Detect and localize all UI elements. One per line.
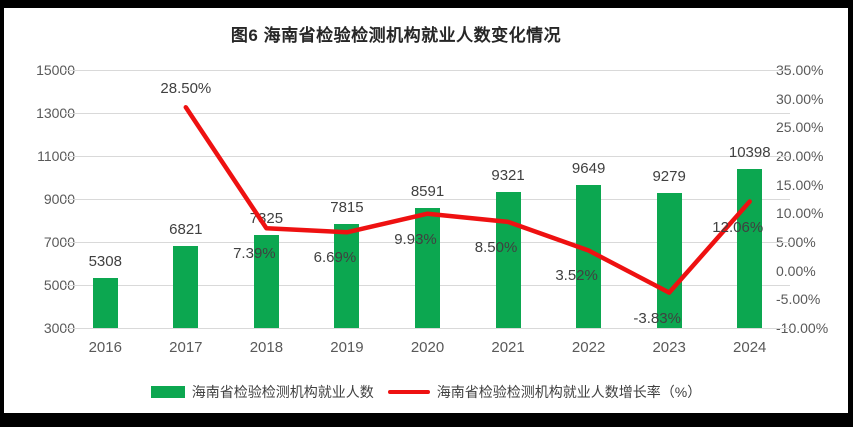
bar-value-label: 8591 (410, 182, 445, 200)
bar-value-label: 7815 (330, 199, 364, 217)
y-axis-right-tick: 35.00% (776, 62, 824, 78)
x-axis-label: 2024 (733, 339, 767, 356)
line-value-label: 8.50% (474, 238, 518, 256)
line-value-label: 7.39% (233, 245, 276, 263)
y-axis-right-tick: 30.00% (776, 90, 824, 107)
gridline (65, 328, 790, 329)
plot-area: 5308 6821 7325 7815 8591 9321 9649 9279 10398 28.… (65, 70, 790, 329)
bar-2018 (253, 235, 279, 328)
legend-label-growth-rate: 海南省检验检测机构就业人数增长率（%） (436, 384, 702, 400)
bar-value-label: 9649 (571, 160, 606, 178)
line-value-label: 28.50% (160, 80, 212, 98)
bar-2019 (334, 224, 360, 328)
gridline (65, 70, 790, 71)
bar-2016 (92, 278, 118, 328)
line-value-label: 6.69% (313, 249, 357, 267)
x-axis-label: 2017 (169, 339, 203, 356)
bar-2017 (173, 245, 199, 328)
bar-value-label: 5308 (88, 253, 122, 271)
y-axis-right-tick: 15.00% (776, 176, 824, 193)
y-axis-right-tick: -10.00% (776, 320, 829, 336)
legend-item-employment: 海南省检验检测机构就业人数 (150, 382, 374, 402)
x-axis-label: 2022 (571, 339, 606, 356)
line-value-label: -3.83% (633, 309, 681, 327)
chart-figure: 图6 海南省检验检测机构就业人数变化情况 15000 13000 11000 9000… (4, 8, 848, 413)
gridline (65, 156, 790, 157)
bar-value-label: 9279 (652, 168, 686, 185)
x-axis-label: 2021 (491, 339, 525, 356)
y-axis-right-tick: 5.00% (776, 234, 816, 250)
line-value-label: 12.06% (712, 218, 764, 236)
y-axis-left-tick: 9000 (43, 191, 75, 207)
y-axis-left-tick: 11000 (37, 148, 75, 164)
gridline (65, 113, 790, 114)
legend-item-growth-rate: 海南省检验检测机构就业人数增长率（%） (374, 382, 701, 402)
y-axis-right-tick: -5.00% (776, 291, 821, 308)
x-axis-label: 2023 (652, 339, 686, 356)
x-axis-label: 2018 (249, 339, 284, 356)
bar-value-label: 10398 (728, 143, 771, 161)
y-axis-left-tick: 3000 (43, 320, 75, 336)
y-axis-left-tick: 7000 (43, 234, 75, 250)
y-axis-right-tick: 20.00% (776, 148, 824, 164)
x-axis-label: 2016 (88, 339, 122, 356)
growth-rate-line-layer (183, 105, 752, 295)
bar-2023 (656, 193, 682, 328)
y-axis-left-tick: 5000 (43, 277, 75, 293)
x-axis-label: 2020 (410, 339, 445, 356)
bar-2020 (415, 207, 440, 328)
growth-rate-line (183, 105, 752, 295)
legend-label-employment: 海南省检验检测机构就业人数 (191, 384, 374, 400)
x-axis-label: 2019 (330, 339, 364, 356)
legend: 海南省检验检测机构就业人数 海南省检验检测机构就业人数增长率（%） (4, 382, 848, 402)
y-axis-right-tick: 10.00% (776, 205, 824, 222)
y-axis-right-tick: 25.00% (776, 119, 824, 136)
chart-title: 图6 海南省检验检测机构就业人数变化情况 (230, 26, 562, 45)
y-axis-left-tick: 15000 (36, 62, 75, 78)
bar-2024 (737, 168, 763, 328)
y-axis-right-tick: 0.00% (776, 262, 816, 279)
legend-line-swatch-icon (387, 390, 430, 394)
bar-value-label: 6821 (169, 220, 203, 238)
legend-bar-swatch-icon (150, 386, 185, 398)
y-axis-left-tick: 13000 (36, 105, 75, 121)
bar-value-label: 9321 (491, 167, 525, 185)
line-value-label: 3.52% (555, 267, 598, 285)
gridline (65, 199, 790, 200)
bar-2021 (495, 192, 521, 328)
line-value-label: 9.93% (394, 230, 437, 248)
